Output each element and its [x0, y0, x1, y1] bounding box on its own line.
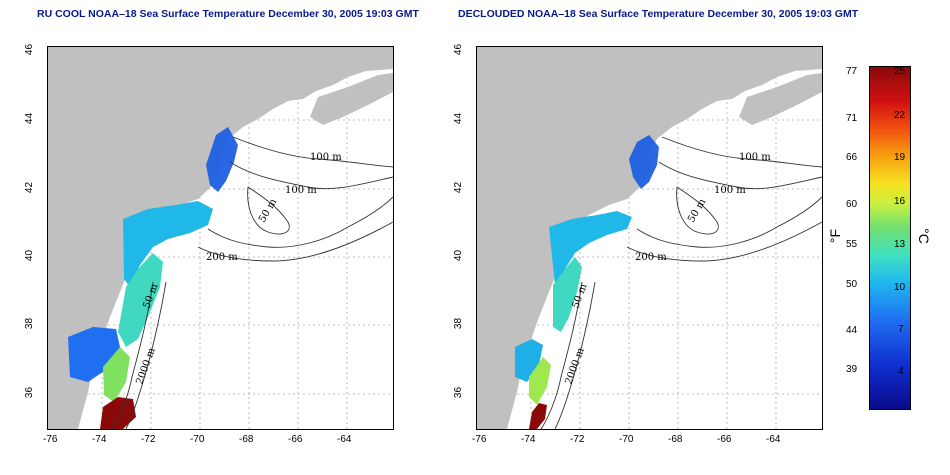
celsius-tick: 4	[898, 366, 904, 377]
lon-tick: -72	[570, 434, 585, 445]
temperature-colorbar	[869, 66, 911, 410]
fahrenheit-tick: 44	[846, 325, 858, 336]
sst-patch-hatteras-green	[529, 357, 551, 405]
fahrenheit-unit-label: °F	[827, 228, 844, 244]
celsius-tick: 13	[894, 239, 906, 250]
lon-tick: -66	[288, 434, 303, 445]
lat-tick: 38	[453, 317, 465, 330]
celsius-tick: 19	[894, 152, 906, 163]
fahrenheit-tick: 71	[846, 113, 858, 124]
lon-tick: -66	[717, 434, 732, 445]
panel-1-title: RU COOL NOAA–18 Sea Surface Temperature …	[37, 8, 419, 20]
contour-label: 200 m	[206, 252, 238, 263]
sst-patch-southern-ne	[123, 201, 213, 287]
lat-tick: 40	[453, 249, 465, 262]
lat-tick: 46	[24, 43, 36, 56]
contour-label: 100 m	[285, 185, 317, 196]
bathymetry-contours	[540, 136, 822, 429]
fahrenheit-tick: 60	[846, 199, 858, 210]
map-declouded-svg: 100 m 100 m 50 m 200 m 50 m 2000 m	[477, 47, 822, 429]
nova-scotia	[310, 73, 393, 125]
contour-label: 100 m	[310, 152, 342, 163]
sst-patch-gulf-stream	[529, 403, 547, 429]
land-mass	[48, 47, 393, 429]
contour-label: 100 m	[739, 152, 771, 163]
contour-label: 100 m	[714, 185, 746, 196]
lon-tick: -74	[521, 434, 536, 445]
lon-tick: -70	[619, 434, 634, 445]
sst-patch-gulf-stream	[100, 397, 136, 429]
sst-patch-gulf-of-maine	[206, 127, 238, 192]
sst-map-raw: 100 m 100 m 50 m 200 m 50 m 2000 m	[47, 46, 394, 430]
lat-tick: 42	[24, 181, 36, 194]
sst-patch-southern-ne	[549, 211, 632, 285]
fahrenheit-tick: 66	[846, 152, 858, 163]
lat-tick: 42	[453, 181, 465, 194]
sst-patch-gulf-of-maine	[629, 135, 659, 189]
lon-tick: -72	[141, 434, 156, 445]
contour-label: 50 m	[257, 197, 279, 225]
lon-tick: -76	[43, 434, 58, 445]
panel-2-title: DECLOUDED NOAA–18 Sea Surface Temperatur…	[458, 8, 859, 20]
lat-tick: 46	[453, 43, 465, 56]
celsius-tick: 25	[894, 66, 906, 77]
bathymetry-contours	[111, 136, 393, 429]
lat-tick: 36	[453, 386, 465, 399]
lon-tick: -64	[766, 434, 781, 445]
lon-tick: -70	[190, 434, 205, 445]
celsius-tick: 7	[898, 324, 904, 335]
celsius-tick: 16	[894, 196, 906, 207]
contour-label: 50 m	[686, 197, 708, 225]
lon-tick: -68	[239, 434, 254, 445]
lon-tick: -64	[337, 434, 352, 445]
sst-map-declouded: 100 m 100 m 50 m 200 m 50 m 2000 m	[476, 46, 823, 430]
celsius-unit-label: °C	[915, 228, 932, 244]
lat-tick: 38	[24, 317, 36, 330]
land-mass	[477, 47, 822, 429]
sst-patch-chesapeake	[515, 339, 543, 382]
fahrenheit-tick: 77	[846, 66, 858, 77]
lat-tick: 40	[24, 249, 36, 262]
lon-tick: -74	[92, 434, 107, 445]
lon-tick: -76	[472, 434, 487, 445]
map-raw-svg: 100 m 100 m 50 m 200 m 50 m 2000 m	[48, 47, 393, 429]
lat-tick: 44	[453, 112, 465, 125]
sst-patch-hatteras-green	[103, 347, 130, 402]
sst-patch-mid-atlantic	[553, 257, 582, 332]
celsius-tick: 10	[894, 282, 906, 293]
fahrenheit-tick: 39	[846, 364, 858, 375]
fahrenheit-tick: 55	[846, 239, 858, 250]
fahrenheit-tick: 50	[846, 279, 858, 290]
lat-tick: 36	[24, 386, 36, 399]
contour-label: 200 m	[635, 252, 667, 263]
celsius-tick: 22	[894, 110, 906, 121]
nova-scotia	[739, 73, 822, 125]
sst-patch-mid-atlantic	[118, 253, 163, 347]
lon-tick: -68	[668, 434, 683, 445]
lat-tick: 44	[24, 112, 36, 125]
